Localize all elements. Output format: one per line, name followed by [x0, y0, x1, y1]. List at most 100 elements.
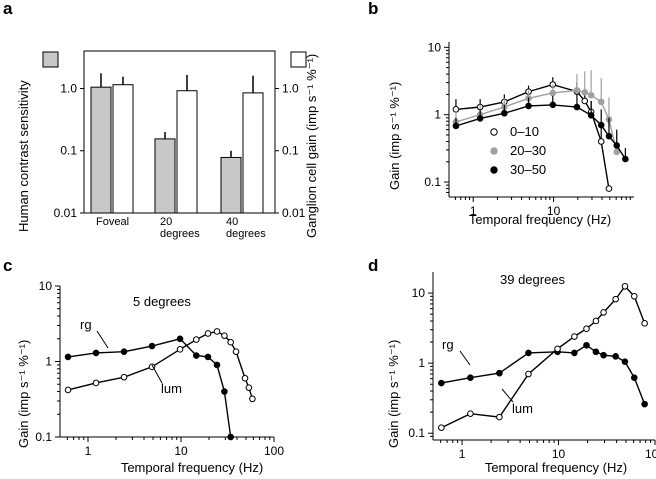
c-point — [92, 379, 100, 387]
d-point — [525, 370, 532, 378]
panel-b-legend: 0–10 20–30 30–50 — [490, 124, 546, 177]
panel-d-xlabel: Temporal frequency (Hz) — [485, 460, 627, 475]
c-y-tick-label: 10 — [39, 279, 53, 293]
c-point — [245, 384, 253, 391]
c-x-tick-label: 10 — [174, 444, 188, 458]
a-bar — [220, 156, 242, 214]
b-point — [613, 142, 621, 149]
panel-d-rg-pointer — [459, 350, 471, 366]
d-y-tick-label: 10 — [412, 286, 426, 300]
c-point — [227, 433, 234, 441]
panel-c-xlabel: Temporal frequency (Hz) — [121, 460, 263, 475]
d-point — [641, 320, 648, 327]
b-point — [597, 138, 605, 145]
panel-c-letter: c — [3, 256, 12, 275]
d-x-tick-label: 1 — [459, 447, 466, 461]
b-point — [597, 98, 605, 106]
a-bar — [242, 92, 264, 214]
c-point — [192, 336, 200, 343]
c-point — [221, 388, 228, 395]
b-point — [597, 121, 605, 129]
c-point — [64, 386, 72, 394]
b-point — [605, 185, 613, 192]
panel-a-left-ticks: 1.0 0.1 0.01 — [54, 81, 84, 220]
a-category-label: degrees — [226, 228, 266, 240]
c-x-tick-label: 1 — [85, 444, 92, 458]
d-point — [571, 349, 578, 357]
d-point — [496, 413, 503, 421]
c-point — [120, 348, 128, 355]
b-legend-label: 20–30 — [510, 143, 546, 158]
b-point — [581, 97, 589, 105]
panel-b-axes: 1 10 10 1 0.1 — [424, 40, 634, 218]
panel-d-lum-pointer — [501, 388, 514, 403]
b-legend-marker — [490, 166, 498, 174]
c-point — [148, 342, 156, 350]
b-y-tick-label: 10 — [428, 40, 442, 54]
panel-c-label-lum: lum — [161, 381, 182, 396]
d-point — [600, 309, 607, 316]
c-series-line — [67, 338, 232, 438]
d-point — [630, 374, 638, 381]
panel-b-letter: b — [368, 0, 378, 18]
panel-a-ylabel-left: Human contrast sensitivity — [16, 80, 31, 232]
panel-a-letter: a — [3, 0, 13, 18]
c-point — [227, 338, 234, 346]
panel-a: a 1.00.10.01 1.00.10.01 Foveal 20degrees4… — [3, 0, 319, 240]
panel-a-legend — [42, 51, 307, 68]
panel-d: d 1 10 100 10 1 0.1 39 degrees rg lum Tempora… — [368, 256, 656, 475]
panel-d-plot — [438, 283, 648, 431]
c-point — [176, 346, 184, 353]
d-point — [467, 410, 474, 417]
a-left-tick-label: 1.0 — [60, 81, 77, 95]
b-point — [452, 106, 460, 113]
c-y-tick-label: 1 — [45, 355, 52, 369]
d-point — [496, 369, 503, 377]
b-point — [573, 103, 581, 111]
a-bar — [90, 86, 112, 214]
c-series-line — [67, 330, 254, 400]
b-point — [549, 101, 557, 109]
a-left-tick-label: 0.1 — [60, 144, 77, 158]
a-right-tick-label: 0.01 — [282, 206, 306, 220]
d-point — [571, 333, 578, 340]
d-point — [438, 424, 445, 431]
panel-a-ylabel-right: Ganglion cell gain (imp s⁻¹ %⁻¹) — [304, 54, 319, 238]
d-point — [467, 374, 474, 381]
panel-b-xlabel: Temporal frequency (Hz) — [469, 212, 611, 227]
d-y-tick-label: 0.1 — [408, 426, 425, 440]
b-point — [613, 148, 621, 156]
panel-c-label-rg: rg — [80, 317, 92, 332]
b-point — [581, 89, 589, 96]
b-point — [476, 115, 484, 122]
a-category-label: degrees — [160, 228, 200, 240]
a-right-tick-label: 0.1 — [282, 144, 299, 158]
b-legend-label: 0–10 — [510, 124, 539, 139]
d-point — [621, 283, 629, 290]
panel-d-axes: 1 10 100 10 1 0.1 — [408, 272, 656, 461]
b-point — [525, 102, 532, 110]
d-point — [583, 325, 590, 333]
d-point — [592, 348, 600, 356]
panel-c: c 1 10 100 10 1 0.1 5 degrees rg lum Temporal… — [3, 256, 284, 475]
c-point — [92, 349, 100, 357]
a-left-tick-label: 0.01 — [54, 206, 78, 220]
d-point — [600, 351, 607, 359]
legend-ganglion-swatch — [290, 51, 307, 68]
b-point — [622, 155, 629, 163]
d-point — [438, 379, 445, 387]
panel-c-lum-pointer — [151, 364, 163, 384]
b-series-line — [455, 83, 610, 189]
c-point — [232, 348, 240, 355]
panel-d-title: 39 degrees — [500, 272, 566, 287]
panel-c-axes: 1 10 100 10 1 0.1 — [35, 279, 284, 458]
panel-c-rg-pointer — [96, 330, 109, 349]
a-bar — [112, 84, 134, 214]
b-y-tick-label: 0.1 — [424, 175, 441, 189]
c-point — [192, 352, 200, 359]
b-point — [587, 91, 595, 99]
b-legend-marker — [490, 147, 498, 155]
c-point — [241, 374, 249, 382]
panel-d-ylabel: Gain (imp s⁻¹ %⁻¹) — [386, 340, 401, 448]
b-point — [452, 122, 460, 130]
